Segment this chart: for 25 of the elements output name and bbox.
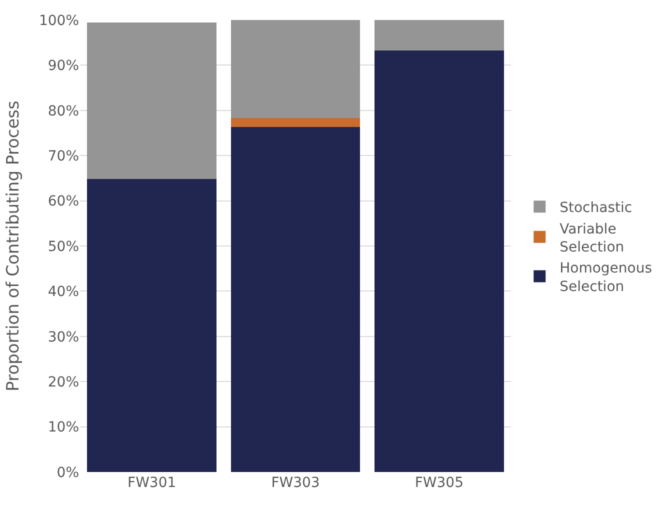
y-tick-label: 10% [48, 420, 79, 436]
y-tick-label: 80% [48, 103, 79, 120]
y-tick-label: 20% [48, 374, 79, 390]
bar [374, 50, 504, 472]
bar [87, 22, 216, 180]
x-tick-label: FW305 [414, 475, 464, 491]
x-tick-label: FW301 [128, 475, 176, 491]
bar [230, 127, 360, 472]
y-tick-label: 60% [48, 194, 79, 210]
legend-label: Stochastic [560, 200, 632, 216]
bar [87, 179, 216, 472]
bar [230, 118, 360, 128]
legend-label: Homogenous Selection [560, 260, 652, 295]
y-tick-label: 0% [56, 464, 79, 481]
y-tick-label: 50% [48, 238, 79, 255]
y-tick-label: 40% [48, 284, 79, 300]
x-tick-label: FW303 [271, 475, 320, 491]
y-axis-title: Proportion of Contributing Process [4, 100, 24, 392]
legend-label: Variable Selection [560, 221, 624, 256]
y-tick-label: 100% [38, 12, 79, 29]
y-tick-label: 90% [48, 58, 79, 74]
bar [230, 20, 360, 118]
y-tick-label: 30% [48, 329, 79, 346]
bar [374, 20, 504, 50]
y-tick-label: 70% [48, 148, 79, 164]
